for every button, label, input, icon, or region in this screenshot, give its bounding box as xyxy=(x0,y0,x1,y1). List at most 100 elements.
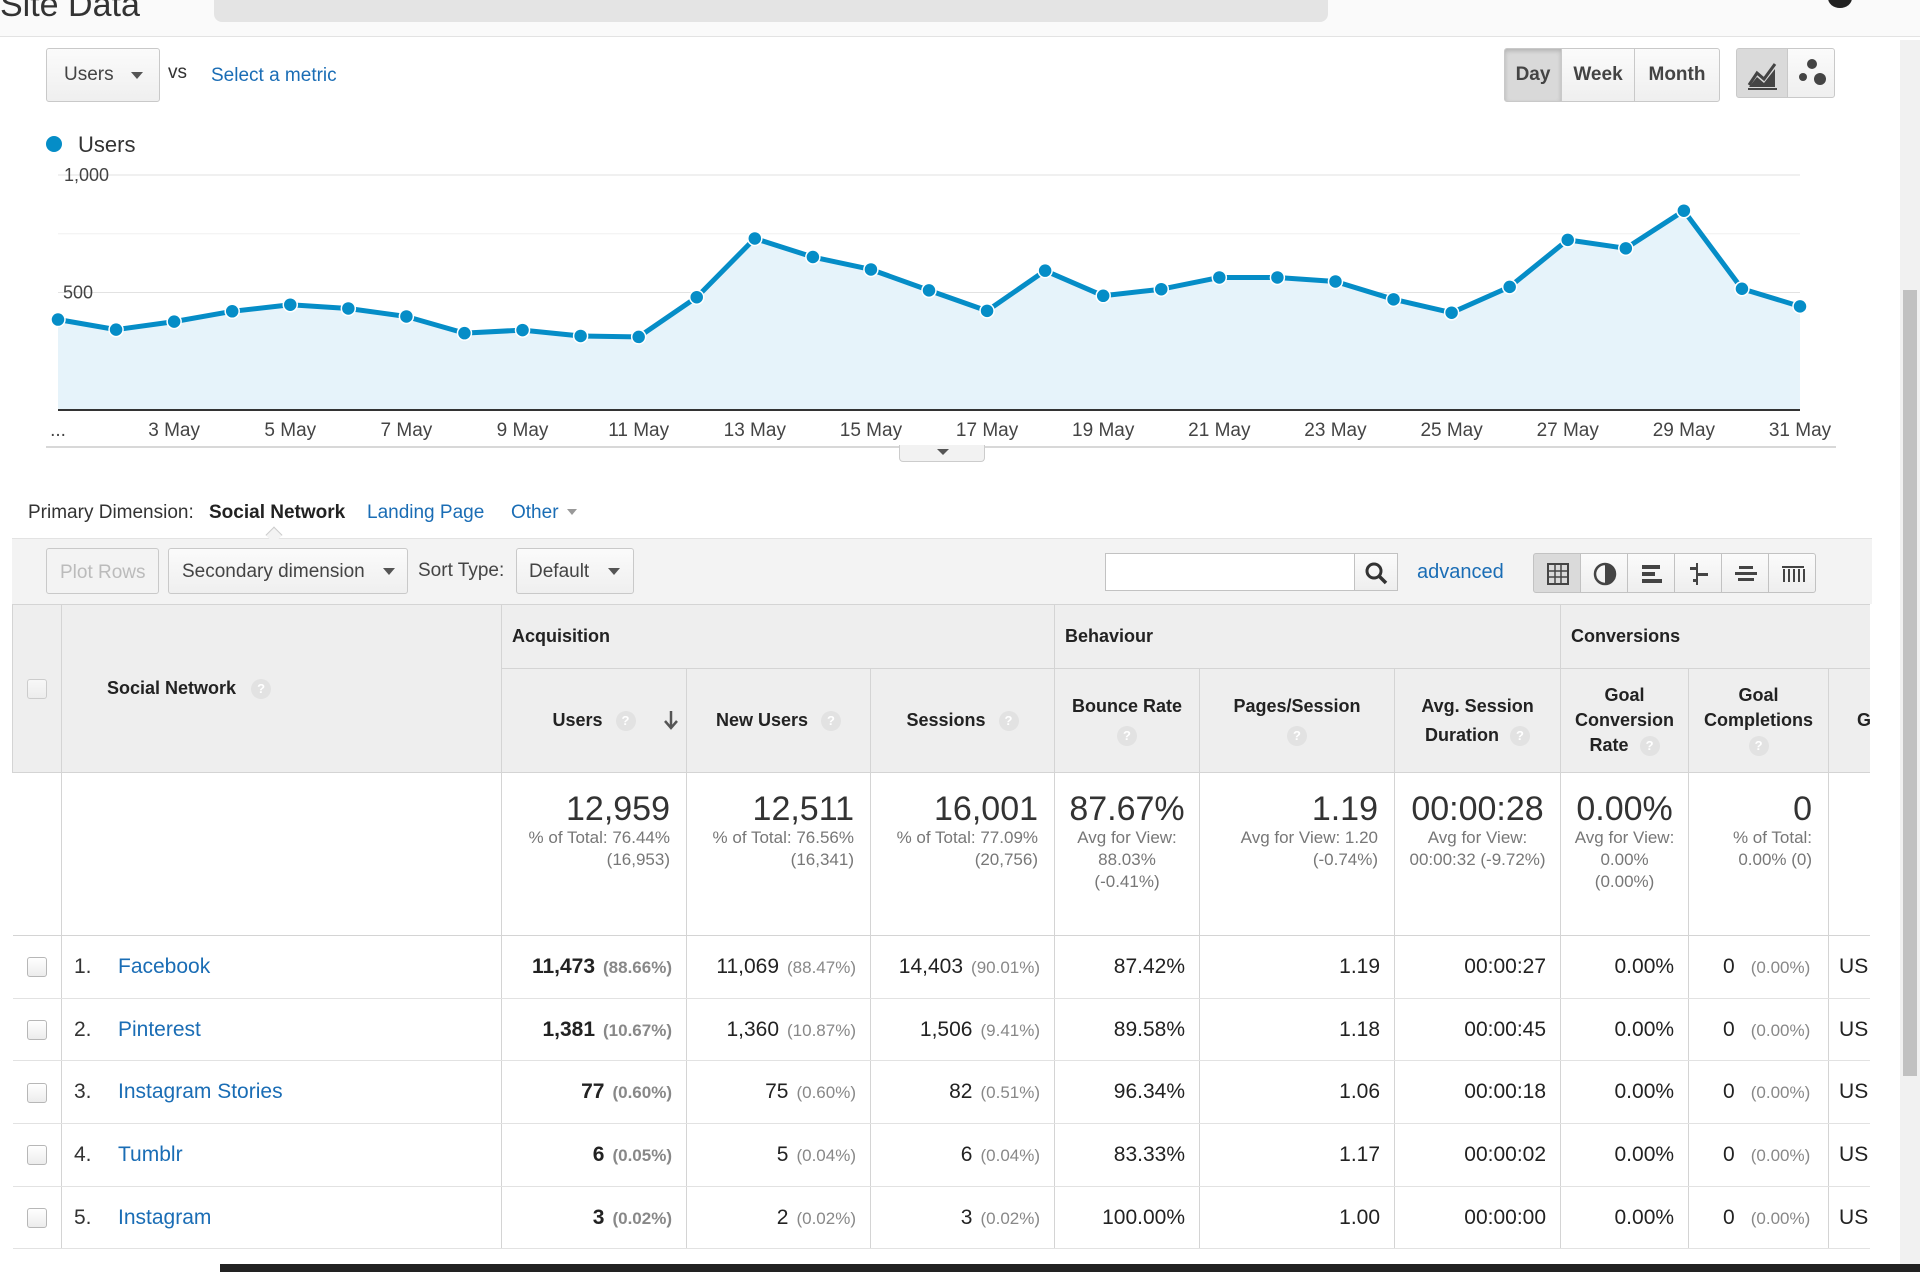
network-link[interactable]: Instagram Stories xyxy=(118,1080,283,1104)
network-link[interactable]: Tumblr xyxy=(118,1142,183,1166)
data-point[interactable] xyxy=(1153,281,1170,297)
avatar[interactable] xyxy=(1828,0,1852,8)
data-point[interactable] xyxy=(863,261,879,278)
help-icon[interactable]: ? xyxy=(1748,736,1769,757)
bounce-rate-cell: 89.58% xyxy=(1054,998,1201,1062)
week-button[interactable]: Week xyxy=(1561,48,1635,102)
goal-completions-column-header[interactable]: Goal Completions ? xyxy=(1688,668,1830,773)
comparison-view-button[interactable] xyxy=(1674,553,1722,593)
pivot-view-button[interactable] xyxy=(1768,553,1816,593)
secondary-dimension-dropdown[interactable]: Secondary dimension xyxy=(168,548,408,594)
help-icon[interactable]: ? xyxy=(615,711,636,732)
network-link[interactable]: Instagram xyxy=(118,1205,212,1229)
data-point[interactable] xyxy=(224,303,240,320)
bounce-rate-column-header[interactable]: Bounce Rate ? xyxy=(1054,668,1201,773)
help-icon[interactable]: ? xyxy=(1510,725,1531,746)
chart-collapse-toggle[interactable] xyxy=(899,445,985,462)
avg-session-duration-column-header[interactable]: Avg. Session Duration ? xyxy=(1394,668,1562,773)
help-icon[interactable]: ? xyxy=(1117,725,1138,746)
pie-view-button[interactable] xyxy=(1580,553,1628,593)
data-point[interactable] xyxy=(1734,280,1750,297)
table-search-input[interactable] xyxy=(1105,553,1355,591)
month-button[interactable]: Month xyxy=(1634,48,1720,102)
network-cell: 3. Instagram Stories xyxy=(61,1060,502,1125)
dimension-other[interactable]: Other xyxy=(511,502,577,524)
performance-view-button[interactable] xyxy=(1627,553,1675,593)
table-row[interactable]: 1. Facebook 11,473 (88.66%) 11,069 (88.47%) 14… xyxy=(12,935,1870,999)
dimension-landing-page[interactable]: Landing Page xyxy=(367,502,485,523)
term-cloud-view-button[interactable] xyxy=(1721,553,1769,593)
users-cell: 3 (0.02%) xyxy=(501,1186,687,1250)
table-row[interactable]: 4. Tumblr 6 (0.05%) 5 (0.04%) 6 (0.04%) 83.33% 1.… xyxy=(12,1123,1870,1187)
data-point[interactable] xyxy=(1443,304,1460,321)
data-point[interactable] xyxy=(979,303,995,319)
advanced-filter-link[interactable]: advanced xyxy=(1417,561,1504,583)
data-point[interactable] xyxy=(456,325,473,341)
sort-type-dropdown[interactable]: Default xyxy=(516,548,634,594)
table-row[interactable]: 3. Instagram Stories 77 (0.60%) 75 (0.60%) 82 (… xyxy=(12,1060,1870,1125)
users-line-chart[interactable]: 1,000 500... 3 May 5 May 7 May 9 May 11 May 13 … xyxy=(0,160,1900,460)
metric-dropdown[interactable]: Users xyxy=(46,48,160,102)
help-icon[interactable]: ? xyxy=(1287,725,1308,746)
data-point[interactable] xyxy=(282,296,299,313)
data-point[interactable] xyxy=(398,308,415,325)
row-checkbox[interactable] xyxy=(26,957,47,978)
motion-chart-button[interactable] xyxy=(1787,48,1835,98)
data-point[interactable] xyxy=(340,300,357,317)
data-point[interactable] xyxy=(1618,240,1634,257)
data-point[interactable] xyxy=(1269,269,1286,286)
top-search-bar[interactable] xyxy=(214,0,1328,22)
data-point[interactable] xyxy=(514,322,531,338)
data-point[interactable] xyxy=(108,321,124,338)
data-point[interactable] xyxy=(688,289,705,305)
table-view-button[interactable] xyxy=(1533,553,1581,593)
help-icon[interactable]: ? xyxy=(1639,736,1660,757)
help-icon[interactable]: ? xyxy=(998,711,1019,732)
data-point[interactable] xyxy=(1211,269,1228,286)
select-metric-link[interactable]: Select a metric xyxy=(211,65,337,86)
network-link[interactable]: Pinterest xyxy=(118,1017,201,1041)
row-checkbox[interactable] xyxy=(26,1208,47,1229)
help-icon[interactable]: ? xyxy=(251,679,272,700)
dimension-header[interactable]: Social Network ? xyxy=(61,604,502,773)
users-area xyxy=(58,210,1800,410)
data-point[interactable] xyxy=(1676,202,1692,219)
search-button[interactable] xyxy=(1354,553,1398,591)
network-link[interactable]: Facebook xyxy=(118,954,211,978)
row-checkbox-cell xyxy=(12,1123,62,1187)
data-point[interactable] xyxy=(1385,291,1402,308)
row-checkbox[interactable] xyxy=(26,1019,47,1040)
table-row[interactable]: 2. Pinterest 1,381 (10.67%) 1,360 (10.87%) 1,5… xyxy=(12,998,1870,1062)
goal-value-column-header[interactable]: G xyxy=(1828,668,1870,773)
sessions-column-header[interactable]: Sessions ? xyxy=(869,668,1056,773)
data-point[interactable] xyxy=(50,311,66,328)
data-point[interactable] xyxy=(747,230,763,247)
data-point[interactable] xyxy=(921,282,937,299)
select-all-checkbox[interactable] xyxy=(27,679,47,700)
row-checkbox[interactable] xyxy=(26,1145,47,1166)
users-column-header[interactable]: Users ? xyxy=(501,668,687,773)
goal-conversion-rate-column-header[interactable]: Goal Conversion Rate ? xyxy=(1560,668,1690,773)
data-point[interactable] xyxy=(1037,262,1053,279)
dimension-social-network[interactable]: Social Network xyxy=(209,502,346,523)
data-point[interactable] xyxy=(1327,273,1344,290)
scrollbar-thumb[interactable] xyxy=(1903,290,1917,1076)
new-users-column-header[interactable]: New Users ? xyxy=(686,668,871,773)
data-point[interactable] xyxy=(166,313,182,330)
pages-session-column-header[interactable]: Pages/Session ? xyxy=(1199,668,1396,773)
data-point[interactable] xyxy=(1095,288,1111,304)
line-chart-button[interactable] xyxy=(1736,48,1788,98)
day-button[interactable]: Day xyxy=(1504,48,1562,102)
row-checkbox[interactable] xyxy=(26,1082,47,1103)
total-conversion-rate-value: 0.00% xyxy=(1576,790,1673,828)
data-point[interactable] xyxy=(1559,232,1576,248)
data-point[interactable] xyxy=(805,249,821,265)
data-point[interactable] xyxy=(1792,298,1808,315)
table-row[interactable]: 5. Instagram 3 (0.02%) 2 (0.02%) 3 (0.02%) 100.0… xyxy=(12,1186,1870,1250)
data-point[interactable] xyxy=(572,328,589,344)
help-icon[interactable]: ? xyxy=(821,711,842,732)
data-point[interactable] xyxy=(1501,279,1518,295)
x-tick-label: 13 May xyxy=(724,420,787,441)
plot-rows-button[interactable]: Plot Rows xyxy=(46,548,159,594)
data-point[interactable] xyxy=(630,329,647,345)
